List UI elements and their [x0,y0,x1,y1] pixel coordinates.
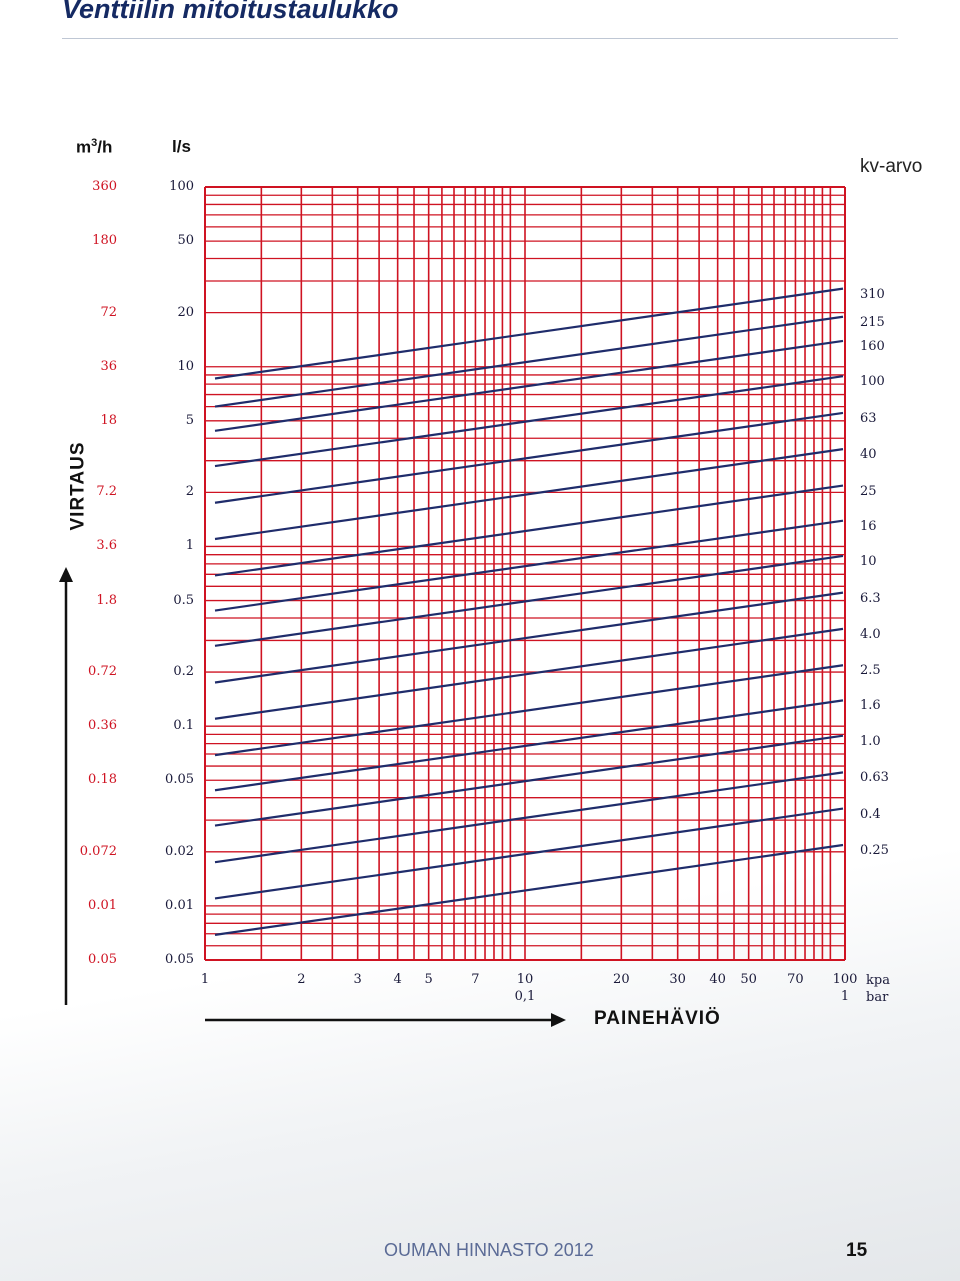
y-tick-m3h-18: 18 [100,412,117,428]
unit-m3h-base: m [76,137,92,157]
x-unit-kpa: kpa [866,973,890,988]
kv-line-2_5 [214,664,844,757]
kv-line-10 [214,554,844,647]
y-tick-m3h-7_2: 7.2 [96,484,117,500]
y-tick-ls-1: 1 [185,538,194,554]
x-tick-bar-0_1: 0,1 [514,989,536,1004]
kv-line-1_6 [214,699,844,792]
kv-line-16 [214,519,844,612]
kv-label-0_4: 0.4 [860,806,881,822]
x-tick-kpa-20: 20 [613,972,630,987]
x-tick-kpa-2: 2 [297,972,306,987]
y-tick-ls-100: 100 [169,179,194,194]
kv-label-100: 100 [860,374,885,390]
y-tick-ls-20: 20 [177,304,194,320]
kv-label-4_0: 4.0 [860,626,881,642]
y-tick-ls-0_01: 0.01 [165,897,194,913]
y-tick-ls-0_5: 0.5 [173,592,194,608]
kv-label-16: 16 [860,518,877,534]
y-tick-ls-50: 50 [177,233,194,249]
x-tick-kpa-7: 7 [471,972,480,987]
kv-line-63 [214,411,844,504]
y-tick-m3h-0_05: 0.05 [88,952,117,967]
unit-m3h-sup: 3 [91,137,98,149]
kv-heading: kv-arvo [860,156,923,177]
unit-m3h-rest: /h [97,137,113,157]
x-unit-bar: bar [866,990,889,1005]
kv-line-100 [214,375,844,468]
kv-line-6_3 [214,591,844,684]
y-axis-arrow-head [59,567,73,582]
y-tick-ls-0_1: 0.1 [173,718,194,734]
kv-line-0_25 [214,843,844,936]
kv-label-6_3: 6.3 [860,590,881,606]
x-tick-kpa-50: 50 [740,972,757,987]
kv-label-0_63: 0.63 [860,770,889,786]
unit-ls-heading: l/s [172,137,191,156]
y-tick-m3h-0_072: 0.072 [79,843,117,859]
kv-line-25 [214,484,844,577]
y-tick-ls-0_02: 0.02 [165,843,194,859]
footer-page-number: 15 [846,1240,868,1261]
unit-m3h-heading: m3/h [76,137,112,158]
kv-label-215: 215 [860,314,885,330]
x-tick-kpa-1: 1 [200,972,210,987]
y-tick-ls-0_05: 0.05 [165,952,194,967]
y-tick-m3h-0_01: 0.01 [88,897,117,913]
x-tick-kpa-40: 40 [709,972,726,987]
kv-label-0_25: 0.25 [860,842,889,858]
kv-line-40 [214,448,844,541]
y-tick-m3h-0_72: 0.72 [88,664,117,680]
y-tick-m3h-72: 72 [100,304,117,320]
y-tick-m3h-360: 360 [92,179,117,194]
kv-line-310 [214,287,844,380]
y-tick-ls-0_05: 0.05 [165,772,194,788]
y-tick-ls-5: 5 [185,412,194,428]
kv-line-215 [214,315,844,408]
x-axis-title: PAINEHÄVIÖ [594,1008,721,1029]
kv-line-0_4 [214,807,844,900]
y-tick-m3h-36: 36 [100,358,117,374]
x-tick-kpa-10: 10 [516,972,534,987]
y-tick-ls-0_2: 0.2 [173,664,194,680]
kv-line-1_0 [214,734,844,827]
y-tick-ls-10: 10 [177,358,194,374]
x-tick-kpa-30: 30 [669,972,686,987]
x-axis-arrow-head [551,1013,566,1027]
y-tick-m3h-0_36: 0.36 [88,718,117,734]
page-title: Venttiilin mitoitustaulukko [62,0,399,24]
kv-label-1_0: 1.0 [860,733,881,749]
kv-label-310: 310 [860,286,885,302]
y-tick-m3h-1_8: 1.8 [96,592,117,608]
kv-label-63: 63 [860,410,877,426]
series-layer [214,287,844,936]
x-tick-bar-1: 1 [840,989,850,1004]
x-tick-kpa-4: 4 [393,972,402,987]
y-tick-m3h-180: 180 [92,233,117,249]
y-tick-ls-2: 2 [185,484,194,500]
kv-line-4_0 [214,627,844,720]
title-divider [62,38,898,39]
y-tick-m3h-0_18: 0.18 [88,772,117,788]
kv-label-10: 10 [860,553,877,569]
y-tick-m3h-3_6: 3.6 [96,538,117,554]
x-tick-kpa-70: 70 [787,972,804,987]
footer-brand: OUMAN HINNASTO 2012 [384,1240,594,1260]
kv-line-0_63 [214,771,844,864]
kv-label-160: 160 [860,338,885,354]
kv-label-1_6: 1.6 [860,698,881,714]
kv-label-25: 25 [860,483,877,499]
kv-label-40: 40 [860,447,877,463]
x-tick-kpa-100: 100 [832,972,858,987]
kv-line-160 [214,339,844,432]
x-tick-kpa-3: 3 [353,972,362,987]
x-tick-kpa-5: 5 [424,972,433,987]
kv-label-2_5: 2.5 [860,663,881,679]
